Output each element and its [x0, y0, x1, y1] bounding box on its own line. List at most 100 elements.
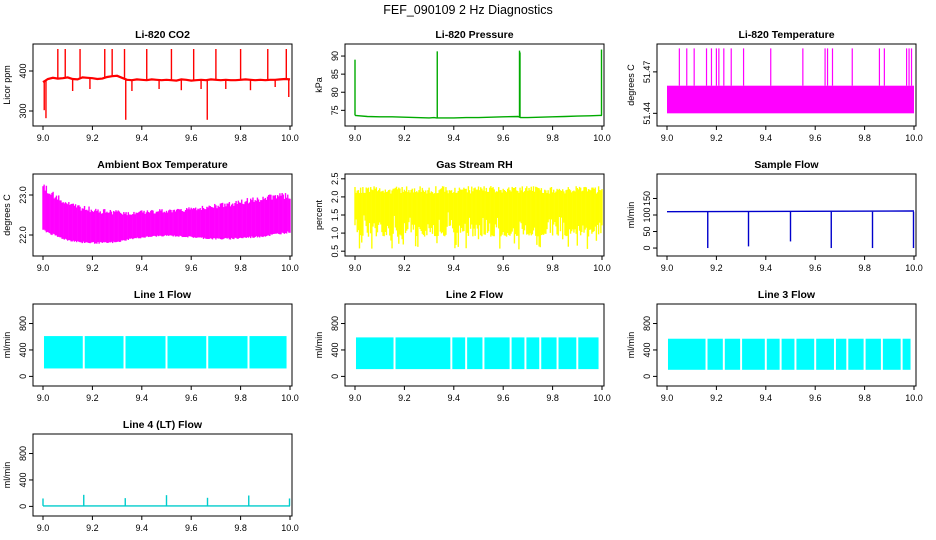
y-tick-label: 51.44 — [642, 102, 652, 125]
y-tick-label: 0 — [18, 374, 28, 379]
y-tick-label: 85 — [330, 69, 340, 79]
x-tick-label: 10.0 — [593, 393, 611, 403]
x-tick-label: 9.8 — [234, 133, 247, 143]
panel-sample_flow: Sample Flow ml/min 9.0 9.2 9.4 9.6 9.8 10.0 0 50 1… — [626, 159, 923, 273]
series-band — [667, 338, 706, 370]
plot-area — [354, 49, 603, 119]
series-band — [707, 338, 723, 370]
x-tick-label: 10.0 — [281, 523, 299, 533]
y-tick-label: 800 — [330, 316, 340, 331]
x-tick-label: 9.6 — [185, 393, 198, 403]
series-band — [578, 337, 599, 370]
x-tick-label: 9.4 — [760, 133, 773, 143]
x-tick-label: 9.6 — [185, 133, 198, 143]
plot-area — [42, 184, 291, 244]
series-band — [484, 337, 510, 370]
plot-frame — [656, 43, 917, 127]
x-tick-label: 9.2 — [398, 263, 411, 273]
x-tick-label: 9.0 — [349, 263, 362, 273]
x-tick-label: 9.4 — [136, 523, 149, 533]
plot-area — [666, 210, 915, 249]
series-band — [467, 337, 483, 370]
series-band — [395, 337, 451, 370]
series-band — [452, 337, 466, 370]
x-tick-label: 9.0 — [661, 393, 674, 403]
y-axis-label: Licor ppm — [2, 65, 12, 105]
y-axis-label: ml/min — [314, 332, 324, 359]
series-band — [125, 336, 166, 369]
x-tick-label: 10.0 — [905, 133, 923, 143]
x-tick-label: 9.2 — [710, 133, 723, 143]
x-tick-label: 9.0 — [661, 263, 674, 273]
series-band — [902, 338, 911, 370]
x-tick-label: 9.6 — [809, 393, 822, 403]
y-tick-label: 100 — [642, 207, 652, 222]
y-axis-label: ml/min — [626, 202, 636, 229]
plot-frame — [344, 303, 605, 387]
y-tick-label: 400 — [18, 342, 28, 357]
x-tick-label: 9.8 — [858, 263, 871, 273]
series-band — [558, 337, 577, 370]
y-tick-label: 400 — [642, 342, 652, 357]
x-tick-label: 9.0 — [349, 393, 362, 403]
y-tick-label: 0.5 — [330, 245, 340, 258]
series-band — [208, 336, 248, 369]
panel-line4: Line 4 (LT) Flow ml/min 9.0 9.2 9.4 9.6 9.8 10.… — [2, 419, 299, 533]
y-axis-label: ml/min — [626, 332, 636, 359]
plot-frame — [32, 433, 293, 517]
y-tick-label: 300 — [18, 103, 28, 118]
x-tick-label: 9.4 — [448, 393, 461, 403]
x-tick-label: 9.2 — [710, 393, 723, 403]
x-tick-label: 9.8 — [234, 523, 247, 533]
y-tick-label: 400 — [18, 63, 28, 78]
x-tick-label: 9.0 — [37, 133, 50, 143]
series-band — [167, 336, 207, 369]
series-band — [835, 338, 847, 370]
x-tick-label: 9.8 — [234, 263, 247, 273]
x-tick-label: 9.2 — [398, 393, 411, 403]
series-band — [796, 338, 815, 370]
series-band — [511, 337, 525, 370]
y-tick-label: 90 — [330, 51, 340, 61]
panel-title: Li-820 Temperature — [738, 29, 834, 41]
x-tick-label: 9.4 — [136, 263, 149, 273]
panel-title: Line 1 Flow — [134, 289, 192, 301]
panel-title: Gas Stream RH — [436, 159, 512, 171]
x-tick-label: 9.4 — [760, 393, 773, 403]
panel-licor_temp: Li-820 Temperature degrees C 9.0 9.2 9.4 9.6 9… — [626, 29, 923, 143]
panel-title: Li-820 Pressure — [435, 29, 513, 41]
x-tick-label: 10.0 — [905, 263, 923, 273]
y-tick-label: 400 — [18, 472, 28, 487]
x-tick-label: 9.6 — [185, 263, 198, 273]
x-tick-label: 10.0 — [281, 393, 299, 403]
x-tick-label: 9.2 — [86, 393, 99, 403]
x-tick-label: 9.8 — [546, 133, 559, 143]
x-tick-label: 9.0 — [37, 393, 50, 403]
y-tick-label: 800 — [642, 316, 652, 331]
y-tick-label: 0 — [18, 504, 28, 509]
series-band — [816, 338, 834, 370]
plot-area — [354, 186, 603, 250]
panel-rh: Gas Stream RH percent 9.0 9.2 9.4 9.6 9.8 10.0 0… — [314, 159, 611, 273]
x-tick-label: 9.0 — [37, 263, 50, 273]
plot-area — [42, 494, 291, 507]
series-band — [882, 338, 901, 370]
y-axis-label: degrees C — [626, 64, 636, 106]
panel-co2: Li-820 CO2 Licor ppm 9.0 9.2 9.4 9.6 9.8 10.0 30… — [2, 29, 299, 143]
series-band — [541, 337, 557, 370]
y-tick-label: 1.0 — [330, 227, 340, 240]
x-tick-label: 9.6 — [497, 263, 510, 273]
y-tick-label: 0 — [330, 374, 340, 379]
series-band — [742, 338, 765, 370]
y-tick-label: 400 — [330, 342, 340, 357]
panel-line1: Line 1 Flow ml/min 9.0 9.2 9.4 9.6 9.8 10.0 0 400… — [2, 289, 299, 403]
x-tick-label: 9.4 — [760, 263, 773, 273]
y-tick-label: 51.47 — [642, 61, 652, 84]
y-tick-label: 1.5 — [330, 209, 340, 222]
x-tick-label: 9.2 — [86, 523, 99, 533]
y-axis-label: percent — [314, 199, 324, 230]
plot-frame — [32, 303, 293, 387]
x-tick-label: 9.6 — [497, 393, 510, 403]
x-tick-label: 10.0 — [281, 133, 299, 143]
y-tick-label: 2.0 — [330, 191, 340, 204]
